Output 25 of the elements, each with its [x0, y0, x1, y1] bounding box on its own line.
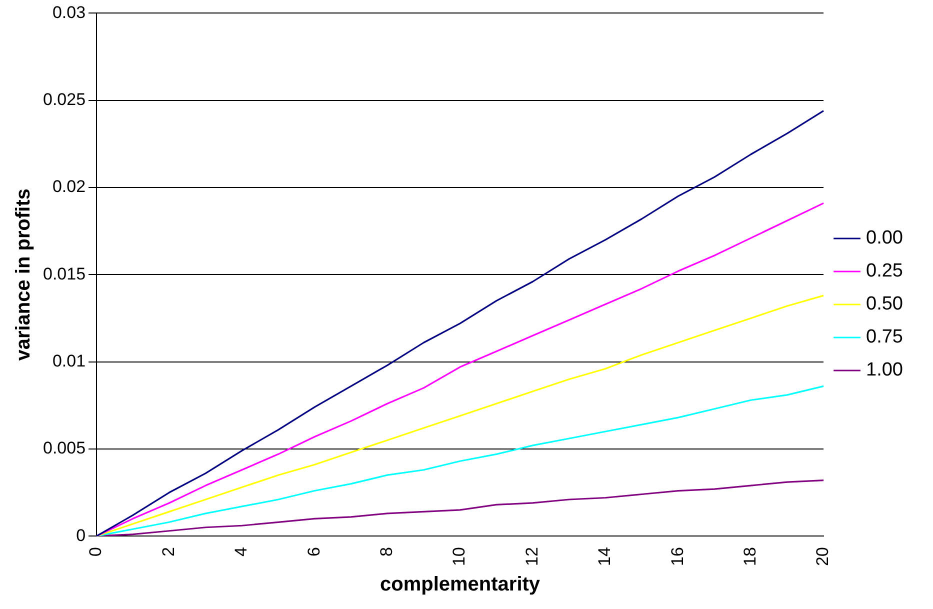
y-tick-label: 0.02 — [52, 177, 86, 196]
y-tick-label: 0 — [76, 526, 86, 545]
y-tick-label: 0.005 — [42, 438, 86, 458]
legend-label: 1.00 — [866, 360, 904, 381]
y-tick-label: 0.015 — [42, 264, 86, 284]
x-tick-label: 10 — [450, 547, 469, 566]
x-tick-label: 12 — [522, 547, 542, 566]
x-tick-label: 0 — [86, 547, 106, 557]
x-axis-title: complementarity — [380, 574, 541, 596]
legend-label: 0.00 — [866, 228, 904, 249]
legend-label: 0.75 — [866, 326, 904, 348]
y-tick-label: 0.025 — [42, 90, 86, 110]
x-tick-label: 8 — [377, 547, 396, 557]
x-tick-label: 6 — [304, 547, 324, 557]
x-tick-label: 18 — [740, 547, 760, 566]
x-tick-label: 20 — [813, 547, 832, 566]
y-axis-title: variance in profits — [12, 188, 35, 361]
y-tick-label: 0.03 — [52, 2, 86, 22]
x-tick-label: 14 — [595, 547, 614, 566]
legend-label: 0.25 — [866, 260, 904, 282]
x-tick-label: 4 — [232, 547, 251, 557]
x-tick-label: 16 — [668, 547, 687, 566]
x-tick-label: 2 — [158, 547, 178, 557]
legend-label: 0.50 — [866, 294, 904, 315]
y-tick-label: 0.01 — [52, 351, 86, 370]
